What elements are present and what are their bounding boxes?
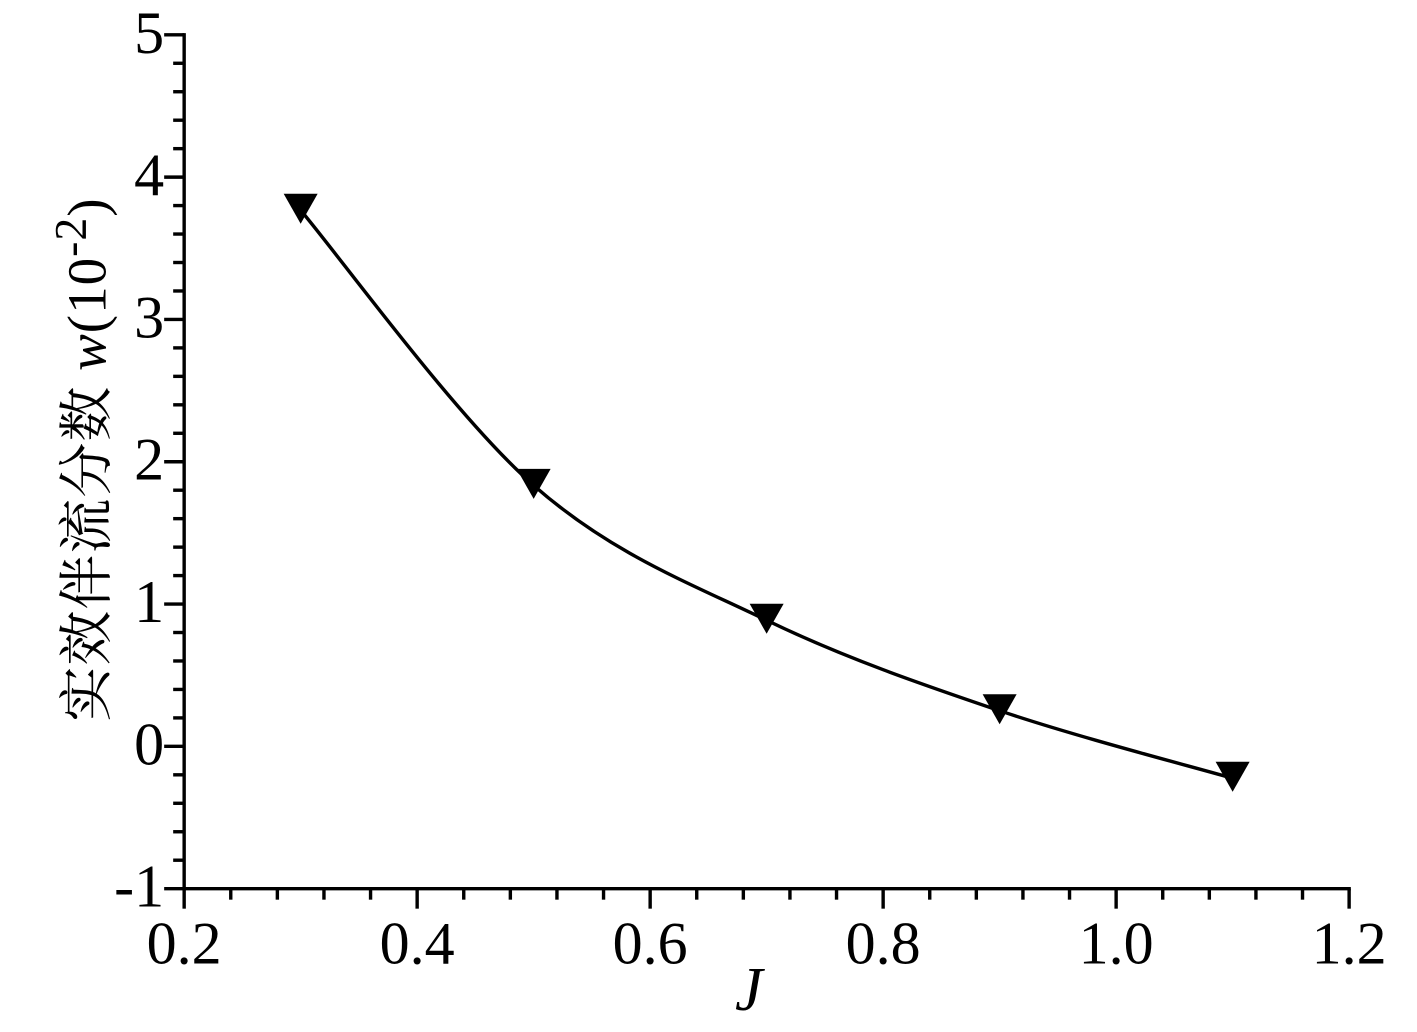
svg-text:0.4: 0.4 (380, 911, 455, 977)
svg-text:-1: -1 (114, 854, 164, 920)
svg-text:1.2: 1.2 (1312, 911, 1387, 977)
svg-text:1.0: 1.0 (1079, 911, 1154, 977)
svg-text:3: 3 (134, 284, 164, 350)
svg-text:5: 5 (134, 0, 164, 66)
svg-text:0.2: 0.2 (147, 911, 222, 977)
svg-text:1: 1 (134, 569, 164, 635)
svg-text:0.6: 0.6 (613, 911, 688, 977)
svg-text:0: 0 (134, 711, 164, 777)
svg-text:0.8: 0.8 (846, 911, 921, 977)
svg-text:4: 4 (134, 142, 164, 208)
svg-text:2: 2 (134, 427, 164, 493)
